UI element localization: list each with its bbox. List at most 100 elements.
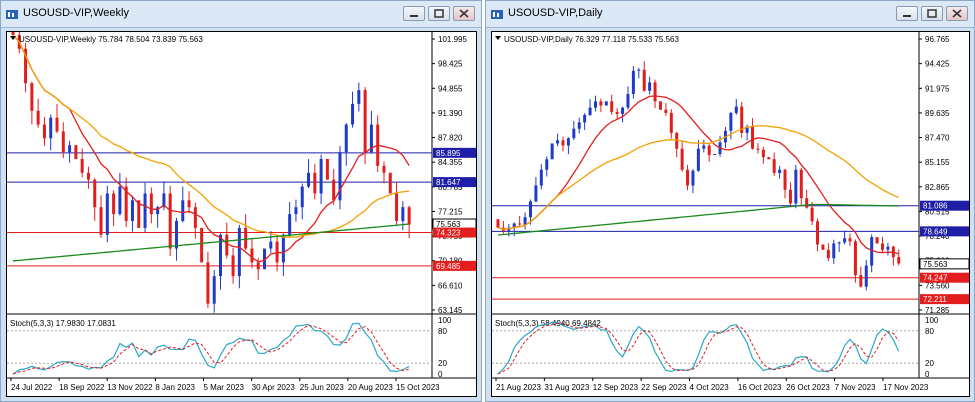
stoch-label: Stoch(5,3,3) 17.9830 17.0831 bbox=[10, 319, 116, 328]
close-button[interactable] bbox=[946, 6, 968, 21]
price-label: 85.155 bbox=[925, 158, 950, 167]
price-tag-label: 75.563 bbox=[923, 260, 948, 269]
price-tag-label: 75.563 bbox=[436, 220, 461, 229]
date-label: 26 Oct 2023 bbox=[786, 383, 830, 392]
date-label: 24 Jul 2022 bbox=[11, 383, 53, 392]
candle-body bbox=[49, 117, 53, 139]
candle-body bbox=[181, 200, 185, 221]
candle-body bbox=[566, 138, 570, 146]
chart-canvas[interactable]: 101.995 98.425 94.855 91.390 87.820 84.355 80.… bbox=[6, 31, 477, 397]
candle-body bbox=[369, 124, 373, 153]
price-label: 87.470 bbox=[925, 134, 950, 143]
candle-body bbox=[577, 122, 581, 129]
candle-body bbox=[713, 153, 717, 156]
candle-body bbox=[275, 241, 279, 263]
candle-body bbox=[36, 110, 40, 125]
candle-body bbox=[729, 112, 733, 131]
candle-body bbox=[843, 238, 847, 243]
daily-chart-window[interactable]: USOUSD-VIP,Daily 96.765 94.425 91.975 89.63… bbox=[485, 0, 975, 402]
date-label: 18 Sep 2022 bbox=[59, 383, 105, 392]
candle-body bbox=[621, 107, 625, 114]
price-label: 82.865 bbox=[925, 183, 950, 192]
candle-body bbox=[313, 172, 317, 194]
weekly-chart-window[interactable]: USOUSD-VIP,Weekly 101.995 98.425 94.855 91.… bbox=[0, 0, 482, 402]
candle-body bbox=[805, 198, 809, 208]
candle-body bbox=[395, 193, 399, 221]
date-label: 8 Jan 2023 bbox=[155, 383, 195, 392]
price-tag bbox=[920, 294, 969, 305]
candle-body bbox=[761, 149, 765, 158]
daily-chart-svg[interactable]: 96.765 94.425 91.975 89.635 87.470 85.155 82.8… bbox=[492, 32, 969, 396]
candle-body bbox=[658, 101, 662, 110]
candle-body bbox=[604, 101, 608, 106]
date-label: 30 Apr 2023 bbox=[252, 383, 296, 392]
candle-body bbox=[561, 140, 565, 146]
candle-body bbox=[250, 248, 254, 263]
ma-mid-line bbox=[12, 34, 410, 238]
window-titlebar[interactable]: USOUSD-VIP,Weekly bbox=[1, 1, 481, 28]
price-label: 84.355 bbox=[438, 158, 463, 167]
stoch-axis-label: 20 bbox=[438, 359, 447, 368]
candle-body bbox=[686, 169, 690, 186]
price-label: 91.975 bbox=[925, 84, 950, 93]
candle-body bbox=[137, 200, 141, 228]
candle-body bbox=[810, 207, 814, 222]
candle-body bbox=[86, 172, 90, 180]
price-label: 63.145 bbox=[438, 306, 463, 315]
candle-body bbox=[539, 169, 543, 186]
candle-body bbox=[156, 207, 160, 215]
price-tag-label: 85.895 bbox=[436, 149, 461, 158]
stoch-axis-label: 100 bbox=[438, 316, 452, 325]
date-label: 31 Aug 2023 bbox=[544, 383, 589, 392]
candle-body bbox=[219, 234, 222, 277]
candle-body bbox=[794, 169, 798, 204]
close-button[interactable] bbox=[453, 6, 475, 21]
candle-body bbox=[534, 185, 538, 202]
candle-body bbox=[307, 172, 311, 187]
candle-body bbox=[80, 159, 84, 173]
candle-body bbox=[767, 157, 771, 160]
candle-body bbox=[615, 111, 619, 114]
candle-body bbox=[778, 169, 782, 173]
price-label: 80.515 bbox=[925, 207, 950, 216]
candle-body bbox=[200, 227, 204, 263]
date-label: 4 Oct 2023 bbox=[690, 383, 730, 392]
stoch-axis-label: 100 bbox=[925, 316, 939, 325]
weekly-chart-svg[interactable]: 101.995 98.425 94.855 91.390 87.820 84.355 80.… bbox=[7, 32, 476, 396]
candle-body bbox=[556, 140, 560, 144]
price-tag bbox=[433, 147, 476, 158]
restore-button[interactable] bbox=[921, 6, 943, 21]
candle-body bbox=[42, 124, 46, 139]
price-label: 77.215 bbox=[438, 207, 463, 216]
candle-body bbox=[875, 237, 879, 244]
price-tag bbox=[433, 227, 476, 238]
chart-canvas[interactable]: 96.765 94.425 91.975 89.635 87.470 85.155 82.8… bbox=[491, 31, 970, 397]
candle-body bbox=[294, 207, 298, 215]
candle-body bbox=[799, 169, 803, 199]
candle-body bbox=[162, 193, 166, 208]
candle-body bbox=[174, 221, 178, 249]
minimize-icon bbox=[410, 15, 418, 17]
candle-body bbox=[675, 132, 679, 149]
candle-body bbox=[168, 193, 172, 249]
window-titlebar[interactable]: USOUSD-VIP,Daily bbox=[486, 1, 974, 28]
candle-body bbox=[93, 179, 97, 208]
date-label: 13 Nov 2022 bbox=[107, 383, 153, 392]
candle-body bbox=[788, 189, 792, 204]
candle-body bbox=[669, 112, 673, 133]
candle-body bbox=[344, 124, 348, 153]
date-label: 22 Sep 2023 bbox=[641, 383, 687, 392]
restore-button[interactable] bbox=[428, 6, 450, 21]
candle-body bbox=[599, 101, 603, 106]
candle-body bbox=[642, 69, 646, 91]
candle-body bbox=[187, 200, 191, 208]
price-tag-label: 81.086 bbox=[923, 202, 948, 211]
stoch-axis-label: 20 bbox=[925, 359, 934, 368]
candle-body bbox=[664, 109, 668, 113]
chart-header: USOUSD-VIP,Daily 76.329 77.118 75.533 75… bbox=[504, 35, 679, 44]
close-icon bbox=[459, 9, 469, 18]
candle-body bbox=[859, 275, 863, 287]
price-tag bbox=[920, 272, 969, 283]
minimize-button[interactable] bbox=[896, 6, 918, 21]
minimize-button[interactable] bbox=[403, 6, 425, 21]
